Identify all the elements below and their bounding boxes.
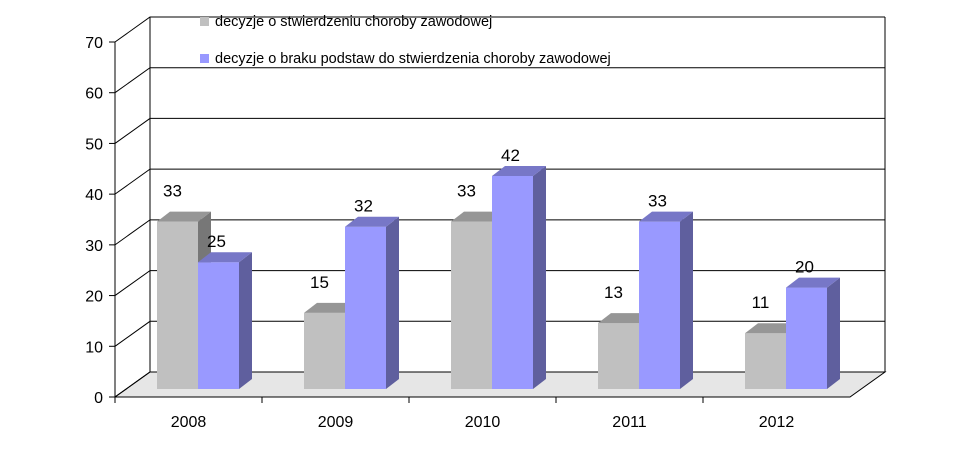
bar-side [680,211,693,389]
y-tick-label: 60 [85,86,103,103]
data-label: 11 [752,293,770,312]
bar-front [639,221,680,389]
y-tick-label: 0 [94,390,103,407]
bar-top [451,211,505,222]
bar [786,277,840,389]
y-tick-label: 50 [85,136,103,153]
data-label: 13 [604,283,623,302]
bar [198,252,252,389]
bar-front [451,221,492,389]
bar-top [304,302,358,313]
bar-top [786,277,840,288]
x-tick-label: 2008 [171,414,207,431]
y-tick-label: 30 [85,238,103,255]
data-label: 33 [457,182,476,201]
y-tick-label: 20 [85,289,103,306]
bar-top [745,323,799,334]
bar-top [345,216,399,227]
data-label: 25 [207,232,226,251]
legend-label: decyzje o braku podstaw do stwierdzenia … [215,51,611,67]
bar-top [157,211,211,222]
x-tick-label: 2012 [759,414,795,431]
legend-swatch [200,54,209,63]
bar [345,216,399,389]
y-tick-label: 10 [85,339,103,356]
data-label: 42 [501,146,520,165]
y-tick-label: 40 [85,187,103,204]
bar-front [598,323,639,389]
gridline [114,16,885,43]
bar-top [598,313,652,324]
legend-label: decyzje o stwierdzeniu choroby zawodowej [215,14,492,30]
side-wall [114,17,151,398]
bar [745,323,799,389]
data-label: 20 [795,258,814,277]
gridline [114,67,885,94]
bar-front [786,287,827,389]
legend: decyzje o stwierdzeniu choroby zawodowej… [200,14,611,67]
legend-swatch [200,17,209,26]
bar-front [745,333,786,389]
bar-top [198,252,252,263]
gridline [114,168,885,195]
bar-side [827,277,840,389]
bar-side [533,166,546,389]
x-tick-label: 2011 [612,414,647,431]
data-label: 33 [648,192,667,211]
bar-front [198,262,239,389]
bar-side [239,252,252,389]
gridline [114,219,885,246]
bar [639,211,693,389]
data-label: 33 [163,182,182,201]
y-tick-label: 70 [85,35,103,52]
bars: 33 25 15 32 33 42 13 33 11 20 [157,146,840,389]
bar [492,166,546,389]
bar-front [157,221,198,389]
bar-top [492,166,546,176]
bar-front [304,312,345,389]
x-tick-label: 2010 [465,414,501,431]
bar-side [386,216,399,389]
bar-front [492,176,533,389]
x-tick-label: 2009 [318,414,354,431]
gridline [114,117,885,144]
bar-top [639,211,693,222]
bar-front [345,226,386,389]
data-label: 15 [310,273,329,292]
data-label: 32 [354,197,373,216]
